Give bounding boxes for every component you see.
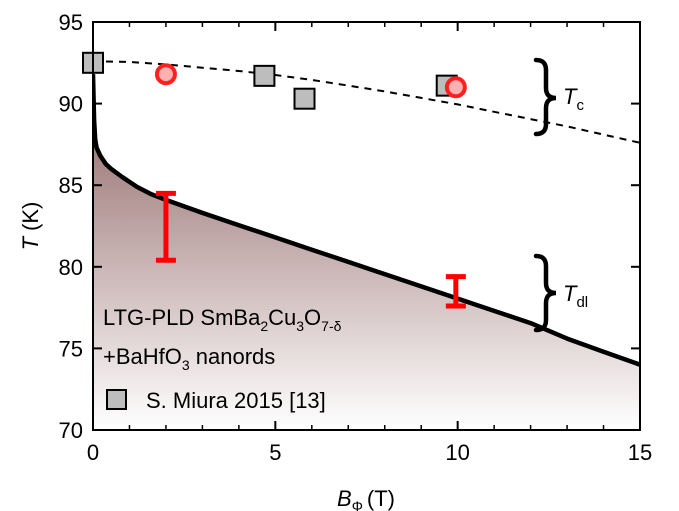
square-point [253,64,276,87]
plot-frame [92,21,641,431]
legend-label: S. Miura 2015 [13] [146,388,326,413]
legend-square-marker [106,389,127,410]
y-tick-label: 95 [59,10,83,35]
tc-dashed-curve [93,60,640,144]
x-tick-label: 10 [445,440,469,465]
y-tick-label: 75 [59,336,83,361]
tdl-brace [533,253,557,333]
x-tick-label: 0 [87,440,99,465]
sample-label-line2: +BaHfO3 nanords [103,344,275,373]
y-tick-label: 85 [59,173,83,198]
tc-brace [533,57,557,137]
square-point [293,87,316,110]
y-tick-label: 90 [59,92,83,117]
y-axis-label: T(K) [18,202,43,251]
circle-point [154,63,177,86]
x-tick-label: 15 [628,440,652,465]
tc-label: Tc [563,84,584,114]
tdl-label: Tdl [563,281,588,311]
y-tick-label: 70 [59,418,83,443]
y-tick-label: 80 [59,255,83,280]
tdl-shaded-region [93,74,640,430]
circle-point [444,76,467,99]
x-axis-label: BΦ (T) [337,486,395,511]
x-tick-label: 5 [269,440,281,465]
sample-label-line1: LTG-PLD SmBa2Cu3O7-δ [103,305,342,334]
tdl-solid-curve [93,74,640,367]
